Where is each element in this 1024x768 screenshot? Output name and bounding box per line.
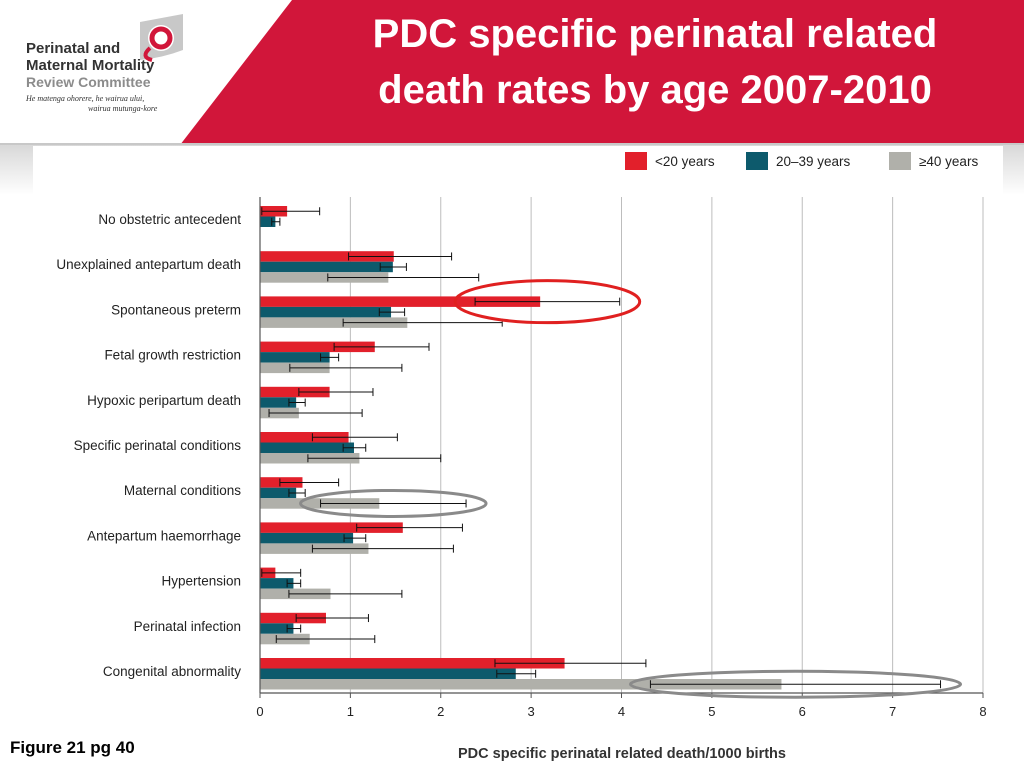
bar — [260, 272, 389, 283]
legend-panel — [33, 146, 1003, 194]
legend-label: ≥40 years — [919, 154, 978, 169]
x-tick-label: 7 — [889, 704, 896, 719]
header-red-band — [180, 0, 1024, 145]
slide-header: Perinatal and Maternal Mortality Review … — [0, 0, 1024, 145]
category-label: Perinatal infection — [134, 619, 241, 634]
category-label: Spontaneous preterm — [111, 302, 241, 317]
bar — [260, 386, 330, 398]
highlight-ellipse — [628, 669, 963, 699]
x-tick-label: 6 — [799, 704, 806, 719]
bar — [260, 658, 565, 669]
category-label: Maternal conditions — [124, 483, 241, 498]
legend-swatch — [746, 152, 768, 170]
category-label: Hypertension — [161, 574, 241, 589]
legend-swatch — [889, 152, 911, 170]
x-tick-label: 8 — [979, 704, 986, 719]
x-tick-label: 2 — [437, 704, 444, 719]
legend-swatch — [625, 152, 647, 170]
bar — [260, 522, 403, 533]
x-tick-label: 3 — [528, 704, 535, 719]
bar — [260, 432, 349, 443]
x-axis-title: PDC specific perinatal related death/100… — [458, 746, 786, 762]
bar — [260, 612, 326, 624]
x-tick-label: 4 — [618, 704, 625, 719]
logo-line-2: Maternal Mortality — [26, 57, 155, 74]
bar — [260, 341, 375, 353]
slide-title-line-1: PDC specific perinatal related — [372, 12, 938, 56]
highlight-ellipse — [299, 488, 488, 518]
category-label: Hypoxic peripartum death — [87, 393, 241, 408]
bar — [260, 306, 392, 318]
legend-label: <20 years — [655, 154, 715, 169]
bar — [260, 251, 394, 262]
category-label: Fetal growth restriction — [104, 348, 241, 363]
bar — [260, 352, 330, 363]
bar — [260, 442, 354, 453]
logo-motto-line-2: wairua mutunga-kore — [88, 104, 158, 113]
x-tick-label: 0 — [256, 704, 263, 719]
bar — [260, 578, 294, 589]
category-label: Congenital abnormality — [103, 664, 241, 679]
x-tick-label: 5 — [708, 704, 715, 719]
category-label: Antepartum haemorrhage — [87, 528, 241, 543]
bar — [260, 487, 297, 499]
header-background — [0, 0, 1024, 145]
committee-logo: Perinatal and Maternal Mortality Review … — [26, 40, 186, 114]
bar — [260, 261, 393, 273]
bar — [260, 532, 354, 544]
highlight-ellipse — [453, 279, 642, 325]
bar — [260, 296, 541, 307]
bar — [260, 623, 294, 634]
bar — [260, 317, 408, 328]
bar — [260, 498, 380, 509]
logo-line-1: Perinatal and — [26, 40, 121, 57]
pmmrc-logo-icon — [140, 14, 183, 62]
category-label: Unexplained antepartum death — [56, 257, 241, 272]
logo-line-3: Review Committee — [26, 74, 151, 90]
logo-motto-line-1: He matenga ohorere, he wairua ului, — [26, 94, 145, 103]
bar — [260, 679, 782, 690]
bar — [260, 397, 297, 408]
logo-motto: He matenga ohorere, he wairua ului, wair… — [26, 94, 186, 114]
legend-label: 20–39 years — [776, 154, 851, 169]
figure-caption: Figure 21 pg 40 — [10, 738, 135, 757]
category-label: No obstetric antecedent — [98, 212, 241, 227]
bar — [260, 216, 276, 227]
slide-title: PDC specific perinatal related death rat… — [292, 6, 1018, 118]
category-label: Specific perinatal conditions — [74, 438, 242, 453]
x-tick-label: 1 — [347, 704, 354, 719]
bar — [260, 668, 516, 679]
slide-title-line-2: death rates by age 2007-2010 — [378, 68, 932, 112]
